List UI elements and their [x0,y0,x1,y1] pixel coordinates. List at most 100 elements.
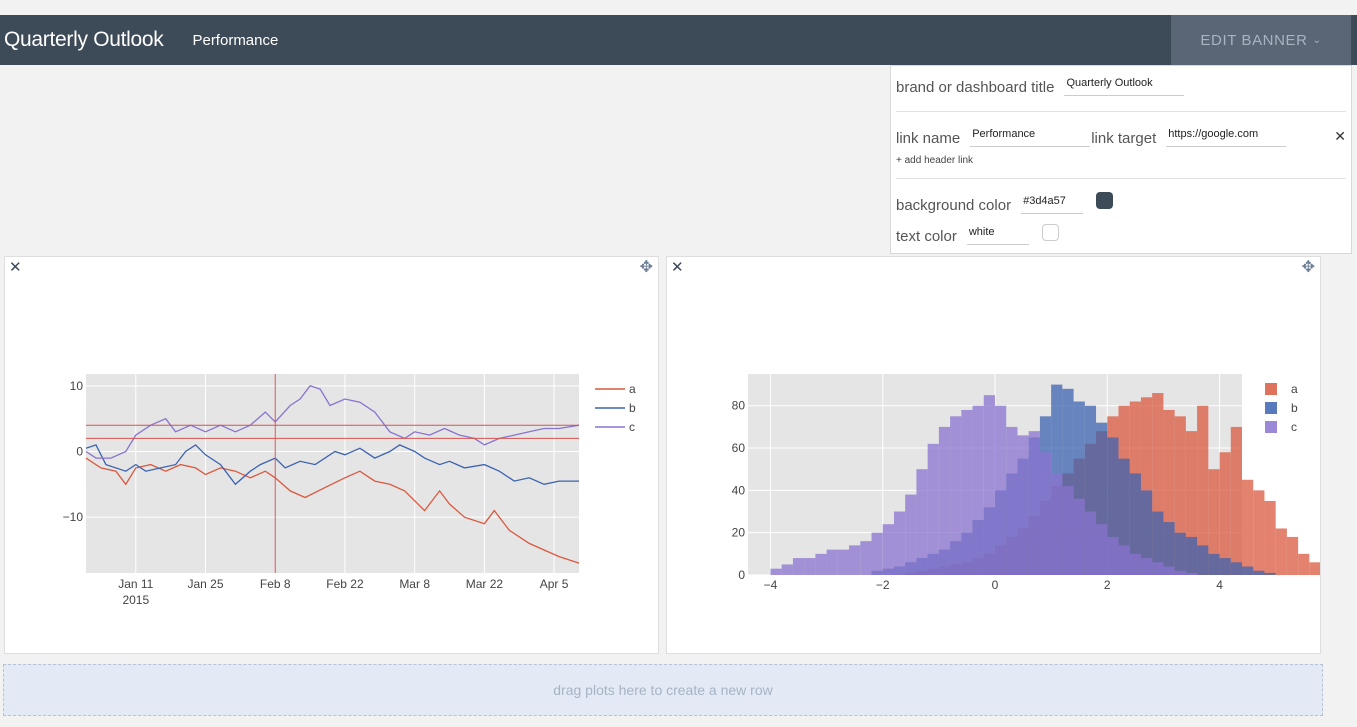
histogram-bar-c [1028,431,1040,575]
histogram-bar-a [1208,469,1220,575]
x-tick-label: −4 [764,578,778,592]
plot-panel-histogram: ✕ ✥ −4 −2 0 2 4 0 20 40 60 80 a b c [666,256,1321,654]
histogram-bar-b [1264,572,1276,575]
legend-swatch-c [1265,421,1277,433]
close-icon[interactable]: ✕ [671,259,684,276]
text-color-input[interactable] [966,223,1029,245]
histogram-bar-b [1219,558,1231,575]
histogram-bar-c [1140,558,1153,575]
banner-editor-panel: brand or dashboard title link name link … [890,65,1352,254]
histogram-bar-b [1208,553,1220,575]
histogram-bar-b [1163,522,1175,575]
x-tick-label: 2 [1104,578,1111,592]
x-tick-label: 4 [1216,578,1223,592]
histogram-bar-c [916,469,928,575]
histogram-bar-c [1039,452,1052,575]
x-tick-label: Jan 25 [187,577,223,591]
histogram-bar-c [792,558,805,575]
line-chart: Jan 11 2015 Jan 25 Feb 8 Feb 22 Mar 8 Mar 22 Ap… [63,374,636,607]
histogram-bar-b [1152,511,1164,575]
chevron-down-icon: ⌄ [1312,34,1322,46]
histogram-bar-a [1253,490,1265,575]
histogram-bar-a [1264,500,1276,575]
histogram-bar-c [905,494,917,575]
histogram-bar-a [1230,426,1242,575]
histogram-bar-c [882,524,894,575]
histogram-bar-c [826,549,838,575]
histogram-bar-c [983,395,995,575]
legend-label-a: a [1291,382,1298,396]
x-tick-sublabel: 2015 [122,593,149,607]
remove-link-icon[interactable]: ✕ [1334,128,1346,144]
brand-title-input[interactable] [1064,74,1185,96]
histogram-bar-c [1185,572,1198,575]
histogram-bar-c [1084,511,1097,575]
background-color-input[interactable] [1021,192,1084,214]
histogram-bar-a [1242,479,1254,575]
histogram-bar-b [1062,388,1074,575]
brand-row: brand or dashboard title [896,74,1185,96]
y-tick-label: 60 [732,441,746,455]
histogram-bar-c [1129,553,1141,575]
x-tick-label: −2 [876,578,890,592]
histogram-bar-c [1017,435,1029,575]
histogram-bar-b [1118,458,1130,575]
close-icon[interactable]: ✕ [9,259,22,276]
y-tick-label: 80 [732,399,746,413]
histogram-bar-b [1129,473,1141,575]
histogram-bar-c [781,564,793,575]
y-tick-label: 0 [76,444,83,458]
series-line-c [85,385,580,459]
histogram-bar-b [1084,405,1097,575]
histogram-bar-c [1163,566,1175,575]
edit-banner-button[interactable]: EDIT BANNER ⌄ [1171,15,1351,65]
x-tick-label: Feb 8 [260,577,291,591]
move-icon[interactable]: ✥ [1301,259,1315,276]
histogram-bar-c [961,409,973,575]
brand-title[interactable]: Quarterly Outlook [4,28,164,51]
background-color-swatch[interactable] [1096,192,1114,209]
legend-label-a: a [629,382,636,396]
histogram-bar-c [1096,524,1108,575]
header-link-performance[interactable]: Performance [192,31,279,49]
link-name-input[interactable] [970,125,1091,147]
histogram-bar-a [1197,405,1209,575]
add-header-link-button[interactable]: + add header link [896,155,974,166]
x-tick-label: Jan 11 [118,577,153,591]
histogram-bar-b [1107,437,1119,575]
text-color-row: text color [896,223,1059,245]
x-tick-label: Feb 22 [326,577,364,591]
link-name-label: link name [896,130,961,147]
header-link-row: link name link target [896,125,1287,147]
y-tick-label: 40 [732,483,746,497]
histogram-bar-b [1185,536,1198,575]
link-target-input[interactable] [1166,125,1287,147]
plot-panel-lines: ✕ ✥ Jan 11 2015 Jan 25 Feb 8 Feb 22 Mar 8 Mar … [4,256,659,654]
text-color-swatch[interactable] [1041,224,1059,241]
y-tick-label: 10 [70,379,84,393]
histogram-bar-b [1230,562,1242,575]
legend-label-c: c [1291,420,1297,434]
new-row-dropzone[interactable]: drag plots here to create a new row [3,664,1323,716]
move-icon[interactable]: ✥ [639,259,653,276]
histogram-bar-c [1118,545,1130,575]
histogram-bar-c [1073,498,1085,575]
histogram-bar-c [1174,570,1186,575]
histogram-bar-a [1163,409,1175,575]
histogram-bar-c [893,511,906,575]
x-tick-label: Apr 5 [540,577,569,591]
histogram-bar-c [938,426,951,575]
legend-swatch-a [1265,383,1277,395]
histogram-bar-a [1309,562,1320,575]
histogram-bar-c [995,405,1007,575]
histogram-bar-a [1298,553,1310,575]
series-line-b [85,444,579,486]
histogram-bar-a [1275,528,1287,575]
histogram-bar-b [1096,422,1108,575]
histogram-bar-b [1242,566,1254,575]
background-color-label: background color [896,197,1012,214]
legend-label-b: b [1291,401,1298,415]
histogram-bar-a [1140,397,1153,575]
histogram-bar-c [1051,473,1063,575]
